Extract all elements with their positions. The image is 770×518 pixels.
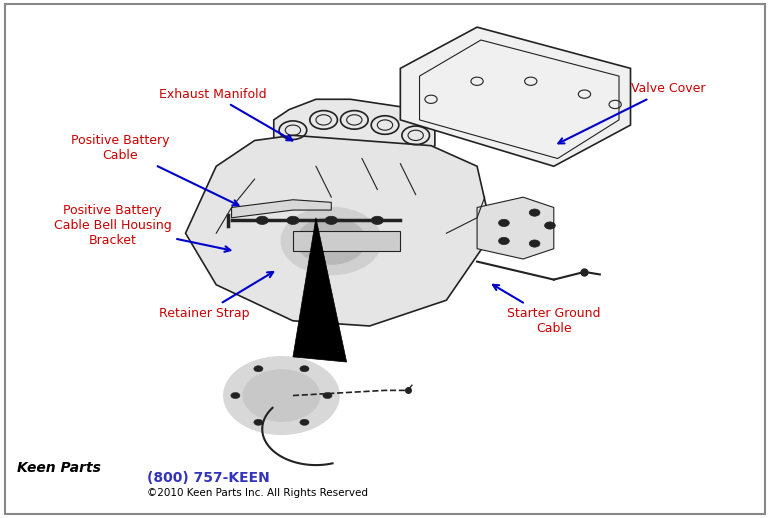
Circle shape [529, 209, 540, 216]
Polygon shape [274, 99, 435, 161]
Text: Positive Battery
Cable: Positive Battery Cable [71, 134, 239, 205]
Polygon shape [293, 218, 346, 362]
Polygon shape [186, 135, 492, 326]
Circle shape [254, 419, 263, 425]
Text: Retainer Strap: Retainer Strap [159, 272, 273, 320]
Circle shape [371, 216, 383, 224]
Text: Starter Ground
Cable: Starter Ground Cable [493, 285, 601, 335]
Polygon shape [232, 200, 331, 218]
Circle shape [498, 237, 509, 244]
Circle shape [224, 357, 339, 434]
Circle shape [243, 370, 320, 421]
Circle shape [300, 366, 309, 372]
Text: Positive Battery
Cable Bell Housing
Bracket: Positive Battery Cable Bell Housing Brac… [54, 204, 230, 252]
Circle shape [325, 216, 337, 224]
Circle shape [256, 216, 269, 224]
Text: Exhaust Manifold: Exhaust Manifold [159, 88, 293, 140]
Text: (800) 757-KEEN: (800) 757-KEEN [147, 471, 270, 485]
Circle shape [323, 393, 332, 399]
Text: ©2010 Keen Parts Inc. All Rights Reserved: ©2010 Keen Parts Inc. All Rights Reserve… [147, 488, 368, 498]
Circle shape [254, 366, 263, 372]
Text: Valve Cover: Valve Cover [558, 82, 705, 143]
Circle shape [286, 216, 299, 224]
Text: Keen Parts: Keen Parts [17, 461, 101, 474]
Circle shape [529, 240, 540, 247]
Circle shape [281, 208, 381, 275]
Polygon shape [293, 231, 400, 251]
Circle shape [296, 218, 366, 264]
Polygon shape [477, 197, 554, 259]
Polygon shape [400, 27, 631, 166]
Circle shape [231, 393, 240, 399]
Circle shape [544, 222, 555, 229]
Circle shape [498, 219, 509, 226]
Circle shape [300, 419, 309, 425]
